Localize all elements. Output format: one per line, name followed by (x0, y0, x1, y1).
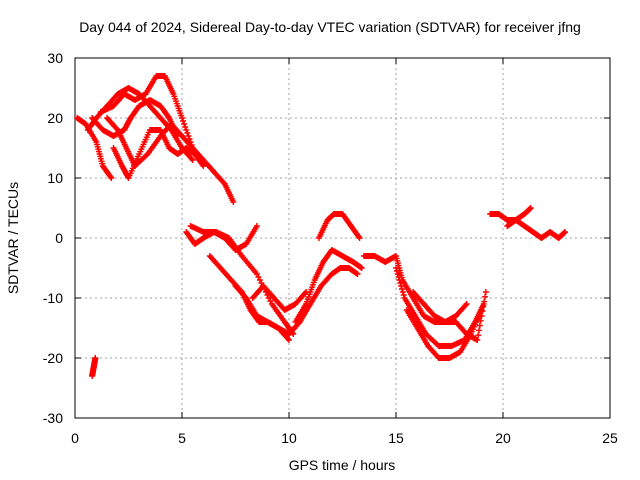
y-tick-label: 30 (47, 50, 63, 66)
data-point (230, 199, 237, 205)
series-arc-20 (487, 205, 534, 223)
chart-title: Day 044 of 2024, Sidereal Day-to-day VTE… (79, 19, 581, 35)
series-arc-18 (403, 307, 485, 361)
data-point (477, 317, 484, 324)
data-point (253, 223, 260, 229)
series-arc-21 (504, 217, 569, 241)
data-point (478, 313, 485, 319)
x-tick-label: 25 (602, 430, 618, 446)
data-point (476, 322, 483, 329)
y-axis-label: SDTVAR / TECUs (5, 182, 21, 294)
tick-labels: 0 5 10 15 20 25 -30 -20 -10 0 10 20 30 (43, 50, 618, 446)
series-arc-14 (292, 247, 365, 325)
data-point (358, 265, 365, 271)
x-tick-label: 15 (388, 430, 404, 446)
data-point (398, 283, 405, 289)
data-point (189, 157, 196, 163)
data-point (479, 308, 486, 315)
data-point (476, 327, 483, 334)
y-tick-label: 10 (47, 170, 63, 186)
data-point (397, 280, 404, 286)
data-point (354, 271, 361, 277)
data-point (399, 289, 406, 295)
data-point (108, 175, 115, 181)
data-point (394, 271, 401, 277)
data-point (478, 307, 485, 313)
series-arc-6 (110, 127, 207, 181)
data-point (527, 205, 534, 211)
x-tick-label: 5 (178, 430, 186, 446)
data-point (107, 173, 114, 180)
data-point (302, 290, 309, 297)
data-points (74, 73, 569, 379)
series-arc-15 (315, 211, 363, 241)
data-point (199, 161, 206, 168)
data-point (184, 130, 191, 136)
gridlines (75, 58, 610, 418)
data-point (182, 124, 189, 130)
data-point (462, 302, 469, 309)
data-point (482, 289, 489, 295)
data-point (179, 115, 185, 121)
series-arc-19 (410, 289, 489, 343)
data-point (481, 298, 488, 305)
data-point (396, 277, 403, 283)
axis-ticks (74, 57, 611, 419)
data-point (284, 335, 291, 342)
data-point (185, 133, 192, 139)
data-point (181, 121, 188, 127)
data-point (92, 355, 99, 361)
data-point (480, 303, 487, 310)
data-point (474, 337, 481, 343)
data-point (200, 163, 207, 169)
x-axis-label: GPS time / hours (289, 457, 396, 473)
data-point (355, 233, 362, 240)
y-tick-label: -30 (43, 410, 63, 426)
series-arc-7 (89, 355, 99, 379)
series-arc-12 (249, 283, 310, 313)
series-arc-4 (89, 97, 181, 139)
data-point (393, 268, 400, 274)
series-arc-3 (97, 73, 196, 151)
y-tick-label: 0 (55, 230, 63, 246)
data-point (463, 301, 470, 307)
data-point (180, 118, 187, 124)
y-tick-label: 20 (47, 110, 63, 126)
data-point (286, 337, 292, 343)
data-point (475, 332, 482, 339)
data-point (400, 292, 407, 298)
data-point (395, 274, 402, 280)
data-point (188, 155, 195, 162)
x-tick-label: 10 (281, 430, 297, 446)
data-point (562, 229, 569, 235)
data-point (356, 235, 363, 241)
data-point (183, 127, 190, 133)
data-point (398, 286, 405, 292)
y-tick-label: -10 (43, 290, 63, 306)
data-point (393, 265, 399, 271)
data-point (482, 293, 489, 300)
y-tick-label: -20 (43, 350, 63, 366)
x-tick-label: 0 (71, 430, 79, 446)
x-tick-label: 20 (495, 430, 511, 446)
